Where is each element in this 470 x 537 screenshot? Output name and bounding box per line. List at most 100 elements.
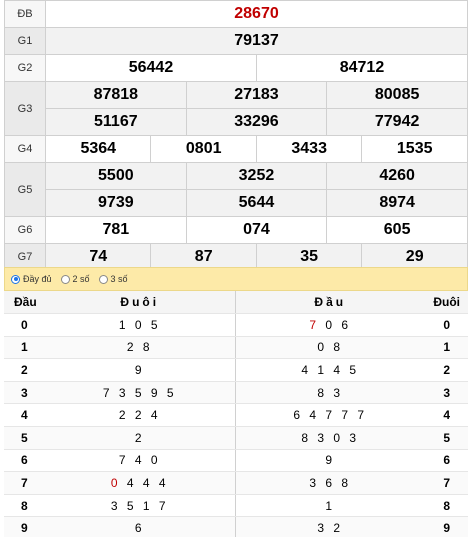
g2-number: 56442 bbox=[45, 54, 257, 82]
prize-label-g4: G4 bbox=[4, 135, 46, 163]
header-dau-left: Đầu bbox=[4, 291, 45, 315]
loto-dau-right: 1 bbox=[234, 494, 425, 518]
loto-duoi: 2 bbox=[45, 426, 235, 450]
header-duoi-right: Đuôi bbox=[425, 291, 468, 315]
loto-duoi-right: 7 bbox=[425, 471, 468, 495]
row-g5: G5 5500 3252 4260 bbox=[4, 162, 468, 217]
row-g3b: 51167 33296 77942 bbox=[5, 108, 468, 136]
g3-number: 80085 bbox=[326, 81, 468, 109]
g4-number: 3433 bbox=[255, 135, 363, 163]
g4-number: 5364 bbox=[44, 135, 152, 163]
loto-duoi: 9 bbox=[45, 358, 235, 382]
g3-number: 87818 bbox=[45, 81, 187, 109]
g3-number: 51167 bbox=[45, 108, 187, 136]
loto-dau-right: 8 3 0 3 bbox=[234, 426, 425, 450]
row-db: ĐB 28670 bbox=[4, 0, 468, 28]
row-g6: G6 781 074 605 bbox=[4, 216, 468, 244]
g6-number: 781 bbox=[45, 216, 187, 244]
display-options: Đầy đủ 2 số 3 số bbox=[4, 267, 468, 291]
prize-label-g2: G2 bbox=[4, 54, 46, 82]
loto-dau-right: 9 bbox=[234, 449, 425, 473]
loto-dau-right: 3 6 8 bbox=[234, 471, 425, 495]
g5-number: 5644 bbox=[185, 189, 328, 217]
g3-number: 27183 bbox=[185, 81, 328, 109]
header-dau-right: Đầu bbox=[234, 291, 425, 315]
loto-duoi: 7 3 5 9 5 bbox=[45, 381, 235, 405]
loto-duoi-right: 9 bbox=[425, 516, 468, 537]
loto-dau: 2 bbox=[4, 358, 45, 382]
g3-number: 33296 bbox=[185, 108, 328, 136]
g5-number: 9739 bbox=[45, 189, 187, 217]
loto-dau: 4 bbox=[4, 403, 45, 428]
prize-label-g5: G5 bbox=[4, 162, 46, 217]
special-digit-highlight: 7 bbox=[309, 317, 320, 332]
g6-number: 605 bbox=[326, 216, 468, 244]
loto-duoi-right: 1 bbox=[425, 336, 468, 360]
loto-duoi-right: 0 bbox=[425, 313, 468, 337]
g4-number: 1535 bbox=[361, 135, 468, 163]
option-2-digits[interactable]: 2 số bbox=[60, 274, 90, 284]
loto-dau: 6 bbox=[4, 449, 45, 473]
row-g1: G1 79137 bbox=[4, 27, 468, 55]
g3-number: 77942 bbox=[326, 108, 468, 136]
loto-dau-right: 8 3 bbox=[234, 381, 425, 405]
row-g2: G2 56442 84712 bbox=[4, 54, 469, 82]
loto-duoi-right: 2 bbox=[425, 358, 468, 382]
g1-number: 79137 bbox=[45, 27, 468, 55]
g6-number: 074 bbox=[185, 216, 328, 244]
loto-duoi-right: 4 bbox=[425, 403, 468, 428]
loto-header-row: Đầu Đuôi Đầu Đuôi bbox=[4, 291, 468, 315]
loto-dau-right: 4 1 4 5 bbox=[234, 358, 425, 382]
results-table: ĐB 28670 G1 79137 G2 56442 84712 G3 8781… bbox=[4, 0, 469, 271]
option-label: 2 số bbox=[72, 274, 90, 284]
loto-dau-right: 6 4 7 7 7 bbox=[234, 403, 425, 428]
loto-dau-right: 0 8 bbox=[234, 336, 425, 360]
g4-number: 0801 bbox=[150, 135, 257, 163]
row-g3: G3 87818 27183 80085 bbox=[4, 81, 468, 136]
option-full[interactable]: Đầy đủ bbox=[11, 274, 52, 284]
loto-duoi: 2 2 4 bbox=[45, 403, 235, 428]
loto-duoi: 2 8 bbox=[45, 336, 235, 360]
option-label: Đầy đủ bbox=[23, 274, 52, 284]
prize-label-g1: G1 bbox=[4, 27, 46, 55]
loto-duoi-right: 5 bbox=[425, 426, 468, 450]
radio-icon[interactable] bbox=[60, 274, 70, 284]
g5-number: 5500 bbox=[45, 162, 187, 190]
loto-duoi: 6 bbox=[45, 516, 235, 537]
loto-dau: 1 bbox=[4, 336, 45, 360]
option-3-digits[interactable]: 3 số bbox=[98, 274, 128, 284]
prize-label-g7: G7 bbox=[4, 243, 46, 271]
loto-dau: 7 bbox=[4, 471, 45, 495]
radio-icon[interactable] bbox=[98, 274, 108, 284]
header-duoi-left: Đuôi bbox=[45, 291, 235, 315]
prize-label-g3: G3 bbox=[4, 81, 46, 136]
radio-selected-icon[interactable] bbox=[11, 274, 20, 284]
loto-dau: 8 bbox=[4, 494, 45, 518]
special-digit-highlight: 0 bbox=[110, 476, 121, 491]
loto-duoi-right: 8 bbox=[425, 494, 468, 518]
prize-label-g6: G6 bbox=[4, 216, 46, 244]
loto-duoi: 0 4 4 4 bbox=[45, 471, 235, 495]
option-label: 3 số bbox=[110, 274, 128, 284]
prize-label-db: ĐB bbox=[4, 0, 46, 28]
loto-duoi-right: 3 bbox=[425, 381, 468, 405]
loto-dau-right: 7 0 6 bbox=[234, 313, 425, 337]
special-prize-number: 28670 bbox=[45, 0, 468, 28]
loto-duoi: 1 0 5 bbox=[45, 313, 235, 337]
loto-dau: 3 bbox=[4, 381, 45, 405]
g5-number: 3252 bbox=[185, 162, 328, 190]
loto-dau-right: 3 2 bbox=[234, 516, 425, 537]
loto-duoi: 3 5 1 7 bbox=[45, 494, 235, 518]
g2-number: 84712 bbox=[255, 54, 469, 82]
